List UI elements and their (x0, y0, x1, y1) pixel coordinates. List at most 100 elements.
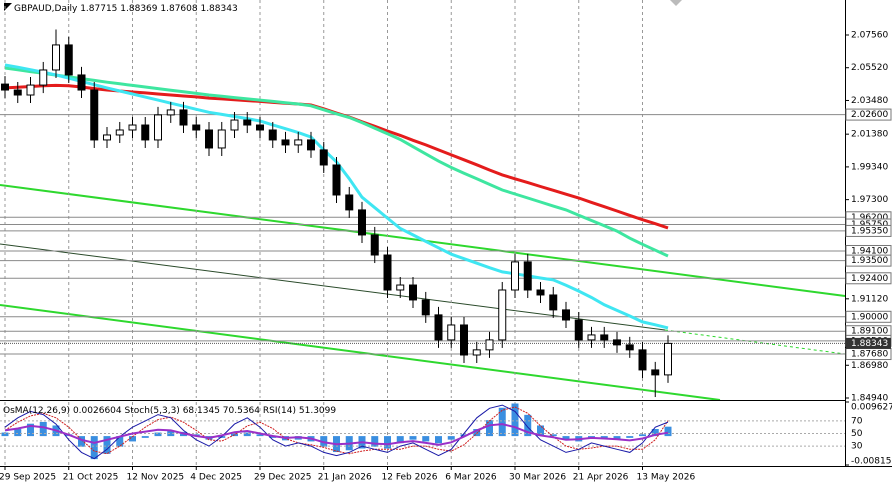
y-tick-label: 70 (851, 416, 863, 426)
candle-body (409, 284, 417, 301)
osma-bar (409, 436, 417, 440)
candle-body (370, 234, 379, 256)
candle-body (205, 129, 213, 149)
osma-bar (639, 434, 646, 437)
candle-body (166, 109, 175, 116)
candle-body (307, 139, 315, 151)
level-label: 1.89100 (851, 327, 888, 337)
level-label-box (845, 224, 892, 237)
candle-body (511, 261, 519, 291)
osma-bar (78, 436, 85, 447)
level-label: 1.95350 (851, 226, 888, 236)
candle-body (192, 124, 201, 131)
stoch-signal (4, 406, 669, 455)
rsi-name: RSI(14) (263, 406, 296, 416)
osma-bar (243, 432, 251, 437)
osma-bar (447, 436, 455, 440)
x-tick-label: 12 Nov 2025 (127, 473, 185, 483)
candle-body (217, 129, 226, 149)
osma-bar (90, 436, 98, 460)
level-label: 2.02600 (851, 110, 888, 120)
level-label-box (845, 254, 892, 267)
trend-line (0, 304, 721, 401)
candle-body (472, 349, 481, 356)
rsi-line (4, 423, 669, 446)
y-tick-label: 1.91120 (851, 294, 888, 304)
level-label: 1.96200 (851, 213, 888, 223)
current-price-box (846, 337, 891, 349)
candle-body (13, 89, 22, 96)
candle-body (39, 69, 48, 86)
osma-bar (511, 403, 519, 437)
candle-body (600, 334, 609, 341)
candle-body (345, 194, 354, 211)
osma-bar (486, 420, 493, 437)
rsi-value: 51.3099 (299, 406, 336, 416)
candle-body (613, 339, 621, 346)
osma-bar (549, 434, 557, 437)
candle-body (434, 314, 443, 341)
x-tick-label: 13 May 2026 (637, 473, 696, 483)
x-tick-label: 29 Dec 2025 (254, 473, 312, 483)
osma-bar (154, 432, 162, 437)
y-tick-label: 0.009627 (851, 403, 892, 413)
candle-body (294, 139, 303, 146)
candle-body (421, 299, 430, 316)
osma-bar (141, 436, 149, 438)
osma-bar (473, 429, 481, 437)
y-tick-label: 1.84940 (851, 394, 888, 404)
candle-body (447, 324, 456, 341)
candle-body (230, 119, 239, 131)
y-tick-label: 1.99340 (851, 162, 888, 172)
x-tick-label: 21 Oct 2025 (63, 473, 119, 483)
current-price-label: 1.88343 (851, 339, 888, 349)
level-label-box (845, 108, 892, 121)
low: 1.87608 (160, 4, 197, 14)
candle-body (52, 44, 60, 71)
open: 1.87715 (80, 4, 117, 14)
high: 1.88369 (120, 4, 157, 14)
osma-bar (256, 434, 264, 437)
candle-body (536, 289, 545, 296)
candle-body (498, 289, 507, 341)
y-tick-label: 2.05520 (851, 63, 888, 73)
candle-body (179, 109, 188, 126)
candle-body (574, 319, 583, 341)
candle-body (549, 294, 558, 311)
osma-bar (396, 436, 404, 444)
x-tick-label: 29 Sep 2025 (0, 473, 56, 483)
candle-body (90, 89, 99, 141)
y-tick-label: 1.97300 (851, 195, 888, 205)
y-tick-label: 1.86980 (851, 361, 888, 371)
osma-bar (384, 436, 391, 449)
osma-bar (498, 407, 506, 437)
candle-body (625, 344, 634, 351)
candle-body (485, 339, 494, 351)
level-label-box (845, 310, 892, 323)
candle-body (638, 349, 647, 371)
candle-body (26, 84, 35, 96)
x-tick-label: 21 Apr 2026 (573, 473, 629, 483)
candle-body (383, 254, 392, 291)
moving-average (4, 66, 669, 258)
symbol: GBPAUD,Daily (14, 4, 78, 14)
level-label: 1.94100 (851, 246, 888, 256)
osma-bar (167, 430, 175, 437)
candle-body (358, 209, 366, 236)
indicator-header: OsMA(12,26,9) 0.0026604 Stoch(5,3,3) 68.… (3, 406, 336, 416)
osma-bar (422, 436, 430, 442)
osma-name: OsMA(12,26,9) (3, 406, 70, 416)
candle-body (281, 139, 290, 146)
candle-body (396, 284, 405, 291)
candle-body (115, 129, 124, 136)
candle-body (128, 124, 137, 131)
corner-icon (4, 3, 12, 11)
stoch-signal-value: 70.5364 (223, 406, 260, 416)
x-tick-label: 6 Mar 2026 (445, 473, 497, 483)
osma-bar (613, 436, 621, 440)
candle-body (587, 334, 596, 341)
candle-body (319, 149, 328, 166)
trend-line (0, 243, 666, 331)
y-tick-label: 2.01380 (851, 130, 888, 140)
candle-body (268, 129, 277, 141)
